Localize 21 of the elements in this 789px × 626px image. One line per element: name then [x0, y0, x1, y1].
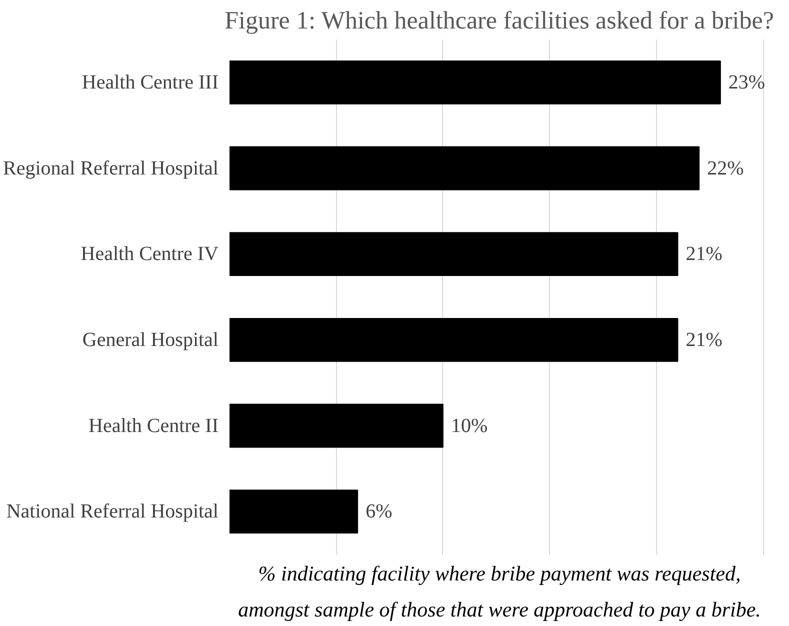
bar — [230, 318, 678, 362]
y-tick-label: Regional Referral Hospital — [3, 157, 219, 180]
text: % indicating facility where bribe payment was requested, — [258, 562, 741, 586]
data-label: 21% — [686, 328, 722, 351]
y-tick-label: Health Centre II — [88, 414, 219, 437]
data-label: 23% — [728, 71, 766, 94]
bar — [230, 232, 678, 276]
y-tick-label: National Referral Hospital — [6, 500, 219, 523]
y-tick-label: General Hospital — [82, 328, 219, 351]
bar — [230, 404, 444, 448]
data-label: 6% — [366, 500, 392, 523]
data-label: 21% — [686, 243, 722, 266]
data-label: 22% — [707, 157, 744, 180]
bar — [230, 490, 358, 534]
bar — [230, 60, 721, 104]
data-label: 10% — [450, 414, 488, 437]
y-tick-label: Health Centre III — [82, 71, 219, 94]
text: amongst sample of those that were approached to pay a bribe. — [238, 598, 761, 622]
y-tick-label: Health Centre IV — [80, 243, 220, 266]
chart-title: Figure 1: Which healthcare facilities asked for a bribe? — [224, 8, 774, 34]
bar — [230, 146, 700, 190]
